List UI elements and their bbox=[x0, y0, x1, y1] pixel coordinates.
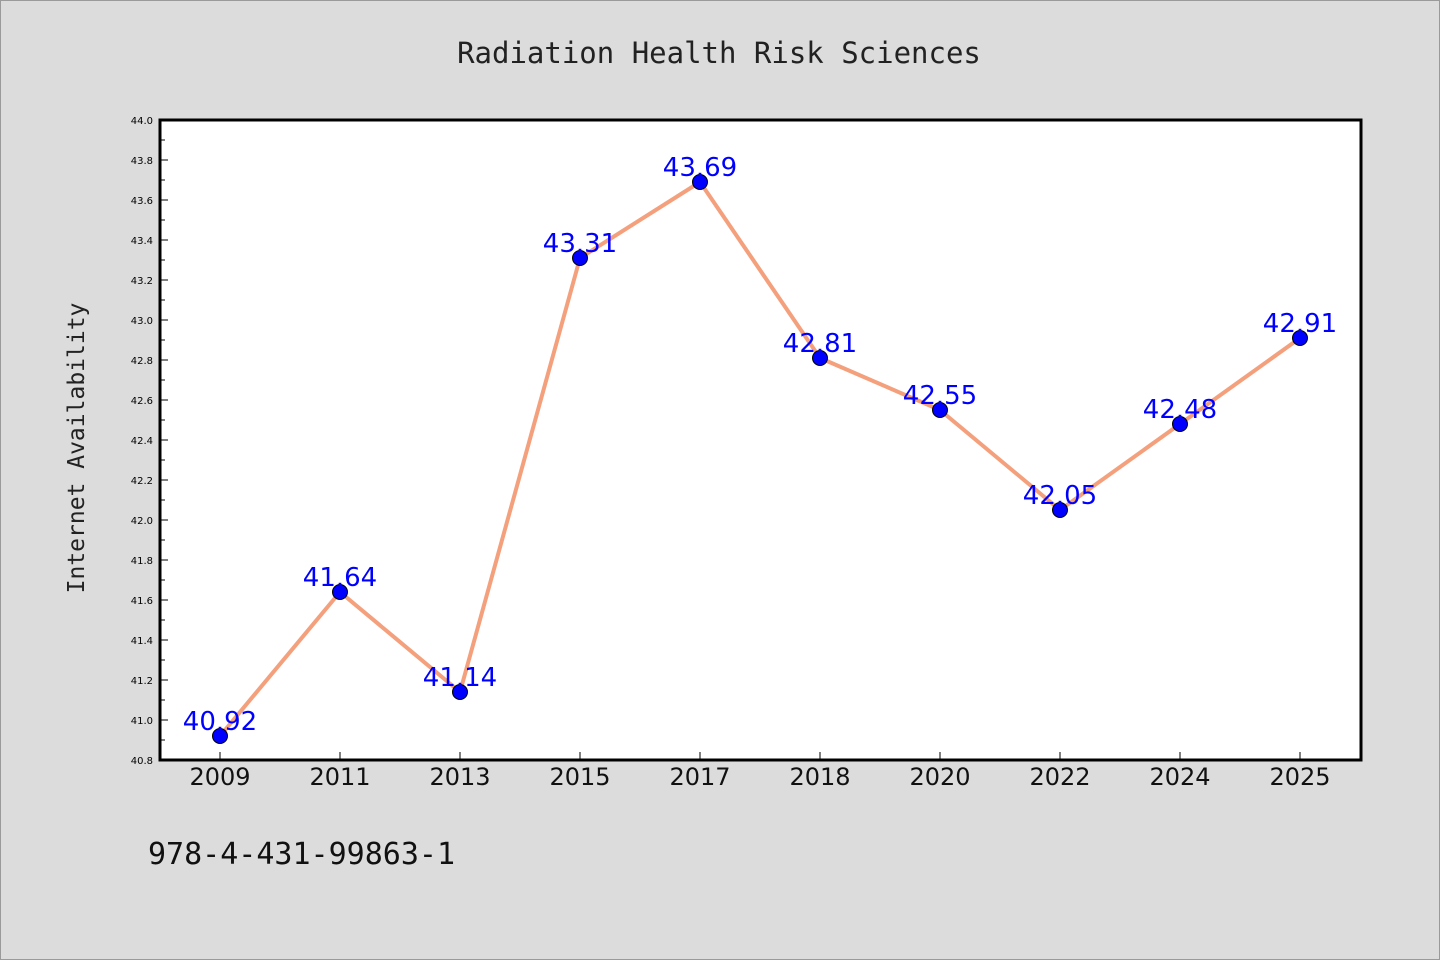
y-tick-label: 43.6 bbox=[131, 196, 153, 207]
data-point bbox=[1172, 416, 1188, 432]
y-tick-label: 41.4 bbox=[131, 636, 153, 647]
data-point bbox=[212, 728, 228, 744]
data-point bbox=[1292, 330, 1308, 346]
x-axis-ticks: 2009 2011 2013 2015 2017 2018 2020 2022 2024 2025 bbox=[189, 752, 1331, 791]
y-tick-label: 41.0 bbox=[131, 716, 153, 727]
data-label: 42.91 bbox=[1263, 309, 1337, 339]
isbn-text: 978-4-431-99863-1 bbox=[148, 837, 455, 872]
x-tick-label: 2024 bbox=[1149, 763, 1210, 791]
y-tick-label: 42.8 bbox=[131, 356, 153, 367]
y-tick-label: 42.6 bbox=[131, 396, 153, 407]
plot-area bbox=[158, 118, 1363, 762]
x-tick-label: 2009 bbox=[189, 763, 250, 791]
y-tick-label: 44.0 bbox=[131, 116, 153, 127]
data-point bbox=[932, 402, 948, 418]
data-point bbox=[692, 174, 708, 190]
data-label: 40.92 bbox=[183, 707, 257, 737]
x-tick-label: 2015 bbox=[549, 763, 610, 791]
data-label: 42.81 bbox=[783, 329, 857, 359]
y-tick-label: 42.0 bbox=[131, 516, 153, 527]
y-axis-ticks: 40.8 41.0 41.2 41.4 41.6 41.8 42.0 42.2 42.4 42.6… bbox=[131, 116, 168, 767]
y-tick-label: 43.2 bbox=[131, 276, 153, 287]
data-point bbox=[1052, 502, 1068, 518]
data-point bbox=[452, 684, 468, 700]
chart-title: Radiation Health Risk Sciences bbox=[457, 36, 981, 70]
y-tick-label: 43.8 bbox=[131, 156, 153, 167]
x-tick-label: 2013 bbox=[429, 763, 490, 791]
series-points-group bbox=[212, 174, 1308, 744]
data-point bbox=[332, 584, 348, 600]
series-line bbox=[218, 180, 1302, 738]
x-tick-label: 2018 bbox=[789, 763, 850, 791]
data-label: 43.31 bbox=[543, 229, 617, 259]
data-point bbox=[572, 250, 588, 266]
data-label: 41.14 bbox=[423, 663, 497, 693]
data-label: 42.48 bbox=[1143, 395, 1217, 425]
y-tick-label: 42.4 bbox=[131, 436, 153, 447]
y-tick-label: 43.4 bbox=[131, 236, 153, 247]
data-label: 42.55 bbox=[903, 381, 977, 411]
y-axis-label: Internet Availability bbox=[64, 303, 90, 594]
series-line-group bbox=[218, 180, 1302, 738]
x-tick-label: 2020 bbox=[909, 763, 970, 791]
data-labels-group: 40.92 41.64 41.14 43.31 43.69 42.81 42.55 42.05… bbox=[183, 153, 1337, 737]
y-tick-label: 41.6 bbox=[131, 596, 153, 607]
x-tick-label: 2022 bbox=[1029, 763, 1090, 791]
data-label: 42.05 bbox=[1023, 481, 1097, 511]
data-point bbox=[812, 350, 828, 366]
y-tick-label: 41.2 bbox=[131, 676, 153, 687]
y-tick-label: 43.0 bbox=[131, 316, 153, 327]
y-tick-label: 42.2 bbox=[131, 476, 153, 487]
y-tick-label: 40.8 bbox=[131, 756, 153, 767]
x-tick-label: 2011 bbox=[309, 763, 370, 791]
x-tick-label: 2017 bbox=[669, 763, 730, 791]
y-tick-label: 41.8 bbox=[131, 556, 153, 567]
x-tick-label: 2025 bbox=[1269, 763, 1330, 791]
data-label: 41.64 bbox=[303, 563, 377, 593]
data-label: 43.69 bbox=[663, 153, 737, 183]
